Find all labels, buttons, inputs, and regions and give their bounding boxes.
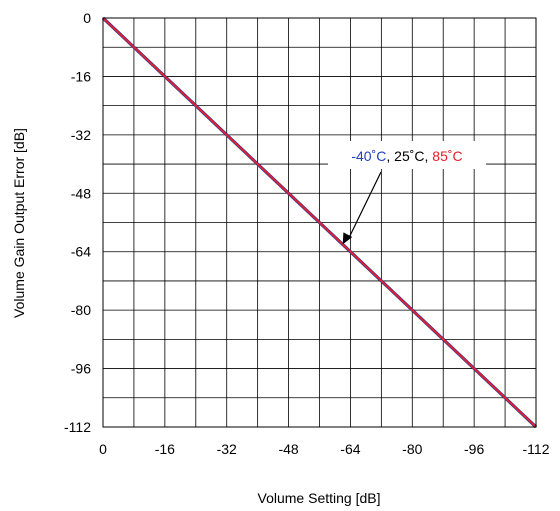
annotation-arrow-head: [342, 232, 353, 245]
y-tick-label: -64: [71, 244, 91, 260]
annotation-part: -40˚C: [351, 148, 386, 164]
x-tick-labels: 0 -16 -32 -48 -64 -80 -96 -112: [99, 441, 550, 457]
x-tick-label: -48: [278, 441, 298, 457]
y-tick-labels: 0 -16 -32 -48 -64 -80 -96 -112: [64, 10, 91, 435]
x-tick-label: -96: [464, 441, 484, 457]
x-tick-label: -16: [155, 441, 175, 457]
y-tick-label: -96: [71, 361, 91, 377]
y-axis-label: Volume Gain Output Error [dB]: [11, 128, 27, 318]
plot-frame: [102, 17, 537, 428]
series-line-2: [102, 17, 537, 428]
annotation-part: , 25˚C,: [386, 148, 432, 164]
annotation-box: [328, 141, 486, 169]
annotation: -40˚C, 25˚C, 85˚C: [328, 141, 486, 245]
x-tick-label: -80: [402, 441, 422, 457]
x-tick-label: 0: [99, 441, 107, 457]
y-tick-label: -80: [71, 302, 91, 318]
x-tick-label: -32: [217, 441, 237, 457]
y-tick-label: -16: [71, 68, 91, 84]
y-tick-label: -32: [71, 127, 91, 143]
series-lines: [101, 16, 538, 429]
annotation-text: -40˚C, 25˚C, 85˚C: [351, 148, 462, 164]
x-axis-label: Volume Setting [dB]: [258, 490, 381, 506]
y-tick-label: -112: [64, 419, 91, 435]
grid-lines: [102, 17, 537, 428]
annotation-part: 85˚C: [432, 148, 462, 164]
x-tick-label: -112: [523, 441, 550, 457]
x-tick-label: -64: [340, 441, 360, 457]
annotation-arrow-line: [348, 171, 382, 239]
y-tick-label: 0: [83, 10, 91, 26]
y-tick-label: -48: [71, 185, 91, 201]
